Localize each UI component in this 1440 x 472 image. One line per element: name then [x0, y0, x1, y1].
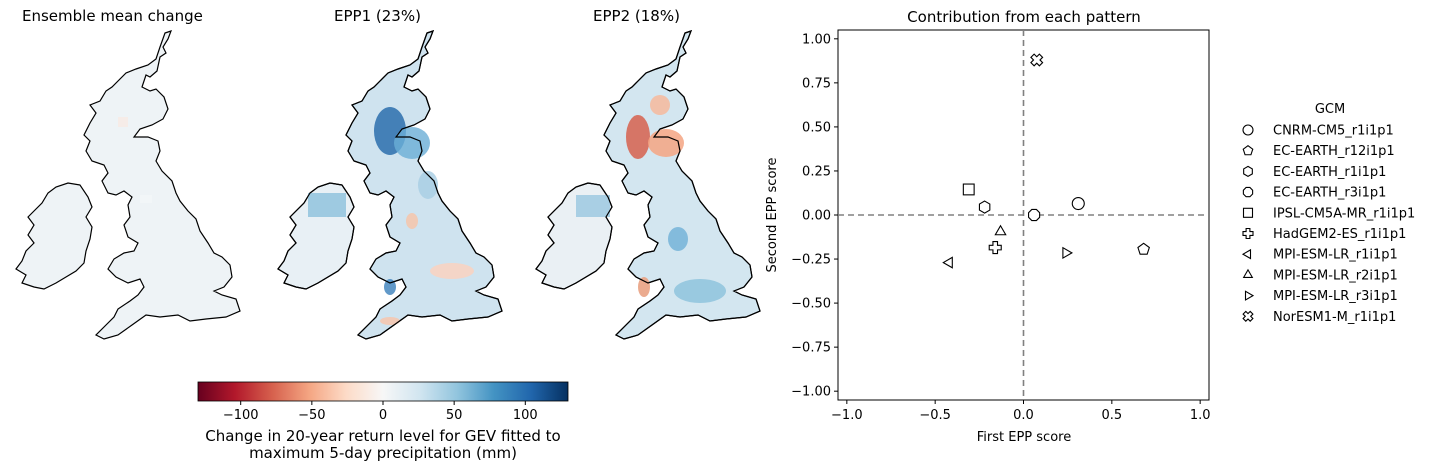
y-tick-label: 0.50: [802, 120, 831, 135]
y-tick-label: 0.25: [802, 164, 831, 179]
x-axis-label: First EPP score: [977, 430, 1071, 445]
legend-marker-ec-earth-r1i1p1: [1243, 165, 1253, 178]
map-title-epp1: EPP1 (23%): [334, 7, 421, 25]
legend-marker-noresm1-m-r1i1p1: [1242, 310, 1254, 322]
legend-marker-ipsl-cm5a-mr-r1i1p1: [1242, 207, 1254, 218]
legend-label: MPI-ESM-LR_r3i1p1: [1273, 289, 1398, 304]
colorbar-gradient: [197, 381, 569, 402]
legend-marker-ec-earth-r3i1p1: [1242, 186, 1254, 198]
legend-label: NorESM1-M_r1i1p1: [1273, 310, 1396, 325]
scatter-chart: Contribution from each pattern −1.0 −0.5 0…: [765, 8, 1211, 445]
x-tick-label: 0.5: [1101, 408, 1122, 423]
y-tick-label: −1.00: [791, 385, 831, 400]
legend-label: CNRM-CM5_r1i1p1: [1273, 124, 1394, 139]
map-epp2: [535, 30, 761, 340]
legend-marker-cnrm-cm5-r1i1p1: [1242, 124, 1254, 136]
colorbar: −100 −50 0 50 100: [197, 381, 569, 423]
legend-label: MPI-ESM-LR_r1i1p1: [1273, 248, 1398, 263]
colorbar-tick-label: 50: [446, 408, 463, 423]
y-tick-label: −0.25: [791, 253, 831, 268]
map-epp1: [277, 30, 503, 340]
scatter-title: Contribution from each pattern: [907, 8, 1141, 26]
legend-label: IPSL-CM5A-MR_r1i1p1: [1273, 206, 1415, 221]
legend-marker-ec-earth-r12i1p1: [1242, 145, 1254, 156]
colorbar-tick-label: −100: [223, 408, 259, 423]
scatter-point-cnrm-cm5-r1i1p1: [1071, 196, 1085, 211]
colorbar-label-line1: Change in 20-year return level for GEV f…: [205, 427, 561, 445]
scatter-point-mpi-esm-lr-r1i1p1: [942, 256, 953, 269]
legend-marker-mpi-esm-lr-r3i1p1: [1244, 290, 1255, 301]
y-axis-label: Second EPP score: [765, 158, 780, 273]
legend: GCM CNRM-CM5_r1i1p1 EC-EARTH_r12i1p1 EC-EA…: [1241, 102, 1415, 325]
legend-label: EC-EARTH_r12i1p1: [1273, 144, 1395, 159]
scatter-point-hadgem2-es-r1i1p1: [988, 241, 1002, 255]
legend-label: EC-EARTH_r1i1p1: [1273, 165, 1386, 180]
legend-label: MPI-ESM-LR_r2i1p1: [1273, 268, 1398, 283]
x-tick-label: 0.0: [1013, 408, 1034, 423]
scatter-point-ec-earth-r1i1p1: [978, 200, 991, 214]
x-tick-label: −0.5: [919, 408, 951, 423]
scatter-point-ipsl-cm5a-mr-r1i1p1: [962, 183, 975, 196]
colorbar-tick-label: 100: [513, 408, 538, 423]
legend-title: GCM: [1315, 102, 1345, 117]
y-tick-label: −0.75: [791, 341, 831, 356]
y-tick-label: −0.50: [791, 297, 831, 312]
legend-marker-hadgem2-es-r1i1p1: [1242, 227, 1254, 240]
y-tick-label: 0.75: [802, 76, 831, 91]
scatter-point-mpi-esm-lr-r2i1p1: [994, 224, 1007, 236]
maps-panel: [15, 30, 761, 340]
scatter-point-ec-earth-r12i1p1: [1137, 242, 1150, 255]
x-tick-label: 1.0: [1190, 408, 1211, 423]
map-ensemble-mean: [15, 30, 241, 340]
scatter-point-mpi-esm-lr-r3i1p1: [1062, 246, 1073, 260]
legend-label: EC-EARTH_r3i1p1: [1273, 186, 1386, 201]
colorbar-label-line2: maximum 5-day precipitation (mm): [249, 444, 517, 462]
legend-marker-mpi-esm-lr-r1i1p1: [1241, 248, 1252, 260]
legend-marker-mpi-esm-lr-r2i1p1: [1242, 268, 1254, 278]
legend-label: HadGEM2-ES_r1i1p1: [1273, 227, 1406, 242]
x-tick-label: −1.0: [831, 408, 863, 423]
colorbar-tick-label: 0: [379, 408, 387, 423]
scatter-point-ec-earth-r3i1p1: [1028, 208, 1041, 222]
map-title-ensemble-mean: Ensemble mean change: [22, 7, 203, 25]
y-tick-label: 0.00: [802, 209, 831, 224]
scatter-point-noresm1-m-r1i1p1: [1030, 53, 1044, 67]
colorbar-tick-label: −50: [298, 408, 325, 423]
colorbar-label: Change in 20-year return level for GEV f…: [150, 428, 616, 462]
map-title-epp2: EPP2 (18%): [593, 7, 680, 25]
y-tick-label: 1.00: [802, 32, 831, 47]
